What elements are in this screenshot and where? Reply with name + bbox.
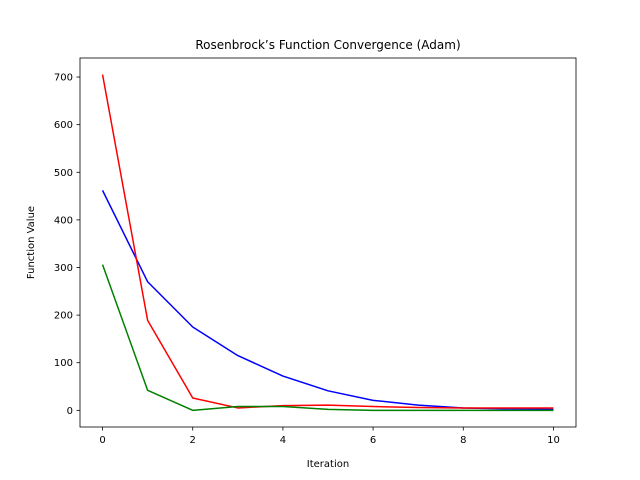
y-tick-label: 500 <box>54 168 73 179</box>
y-tick-label: 0 <box>67 406 73 417</box>
y-tick-label: 700 <box>54 73 73 84</box>
x-tick-label: 8 <box>460 435 466 446</box>
series-line-0 <box>101 190 554 411</box>
y-tick-label: 100 <box>54 358 73 369</box>
series-line-2 <box>101 264 554 412</box>
series-line-1 <box>101 74 554 409</box>
x-tick-label: 4 <box>280 435 286 446</box>
y-axis-label: Function Value <box>26 206 37 279</box>
plot-frame <box>79 57 577 428</box>
y-tick-label: 400 <box>54 215 73 226</box>
chart-title: Rosenbrock’s Function Convergence (Adam) <box>195 38 460 52</box>
y-tick-label: 200 <box>54 311 73 322</box>
y-tick-label: 600 <box>54 120 73 131</box>
y-tick-label: 300 <box>54 263 73 274</box>
x-tick-label: 2 <box>190 435 196 446</box>
x-axis-label: Iteration <box>307 459 349 470</box>
x-tick-label: 10 <box>547 435 560 446</box>
x-tick-label: 6 <box>370 435 376 446</box>
series-layer <box>101 74 554 412</box>
x-tick-label: 0 <box>99 435 105 446</box>
